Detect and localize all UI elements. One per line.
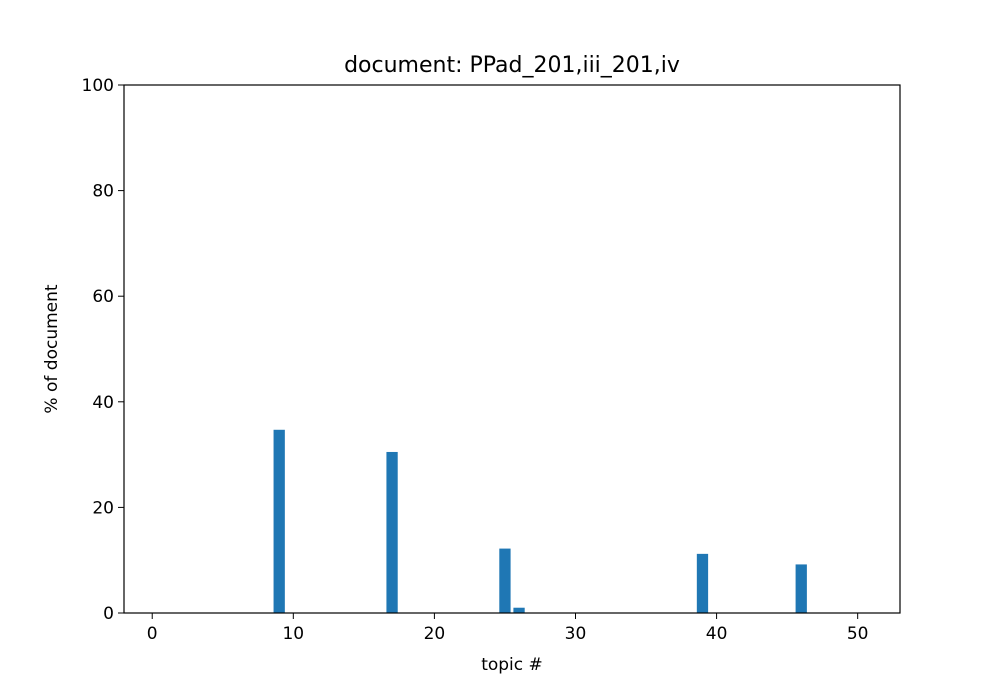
- x-tick-label: 50: [847, 624, 869, 644]
- chart-title: document: PPad_201,iii_201,iv: [344, 53, 680, 78]
- x-tick-label: 30: [565, 624, 587, 644]
- y-axis-label: % of document: [42, 284, 62, 413]
- y-tick-label: 100: [82, 76, 114, 96]
- x-tick-label: 40: [706, 624, 728, 644]
- x-axis: 0 10 20 30 40 50: [147, 613, 869, 644]
- bar-topic-26: [513, 607, 525, 613]
- bars-group: [273, 429, 807, 613]
- bar-topic-39: [696, 553, 709, 613]
- y-tick-label: 20: [92, 498, 114, 518]
- x-tick-label: 10: [282, 624, 304, 644]
- y-tick-label: 40: [92, 393, 114, 413]
- bar-topic-17: [386, 451, 398, 613]
- y-tick-label: 60: [92, 287, 114, 307]
- x-tick-label: 20: [424, 624, 446, 644]
- bar-topic-9: [273, 429, 285, 613]
- plot-frame: [123, 84, 901, 614]
- y-tick-label: 80: [92, 182, 114, 202]
- y-axis: 0 20 40 60 80 100: [82, 76, 124, 624]
- bar-topic-25: [499, 548, 511, 613]
- y-tick-label: 0: [103, 604, 114, 624]
- x-axis-label: topic #: [481, 655, 543, 675]
- bar-topic-46: [795, 564, 807, 613]
- x-tick-label: 0: [147, 624, 158, 644]
